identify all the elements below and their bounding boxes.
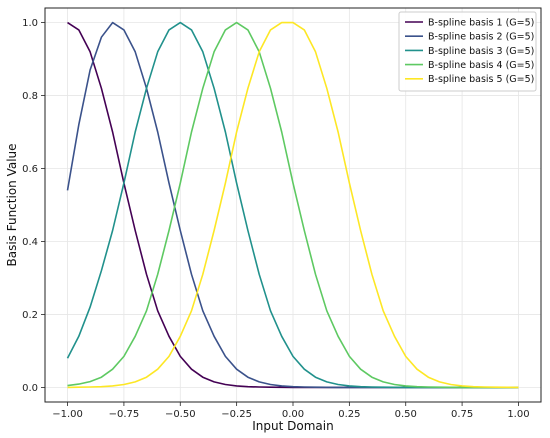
x-tick-label: 0.25 [338, 409, 360, 420]
series-line-5 [67, 21, 519, 389]
legend: B-spline basis 1 (G=5) B-spline basis 2 (… [398, 11, 537, 92]
x-axis: −1.00 −0.75 −0.50 −0.25 0.00 0.25 0.50 0.75 1.00 [52, 402, 530, 420]
series-line-4 [67, 21, 519, 389]
legend-label-1: B-spline basis 1 (G=5) [428, 17, 534, 28]
legend-label-5: B-spline basis 5 (G=5) [428, 74, 534, 85]
legend-label-2: B-spline basis 2 (G=5) [428, 32, 534, 43]
legend-label-4: B-spline basis 4 (G=5) [428, 60, 534, 71]
grid [45, 8, 541, 402]
y-tick-label: 0.4 [22, 237, 38, 248]
y-axis-title: Basis Function Value [5, 143, 19, 266]
legend-box [398, 11, 537, 92]
x-tick-label: −0.25 [221, 409, 252, 420]
y-tick-label: 1.0 [22, 18, 38, 29]
y-tick-label: 0.2 [22, 310, 38, 321]
x-axis-title: Input Domain [252, 419, 333, 433]
y-tick-label: 0.0 [22, 383, 38, 394]
x-tick-label: 0.50 [395, 409, 417, 420]
y-tick-label: 0.8 [22, 91, 38, 102]
x-tick-label: −1.00 [52, 409, 83, 420]
x-tick-label: 0.75 [451, 409, 473, 420]
y-axis: 0.0 0.2 0.4 0.6 0.8 1.0 [22, 18, 45, 394]
legend-label-3: B-spline basis 3 (G=5) [428, 46, 534, 57]
x-tick-label: −0.50 [165, 409, 196, 420]
x-tick-label: −0.75 [109, 409, 140, 420]
x-tick-label: 0.00 [282, 409, 304, 420]
x-tick-label: 1.00 [507, 409, 529, 420]
series-layer [66, 21, 519, 389]
y-tick-label: 0.6 [22, 164, 38, 175]
